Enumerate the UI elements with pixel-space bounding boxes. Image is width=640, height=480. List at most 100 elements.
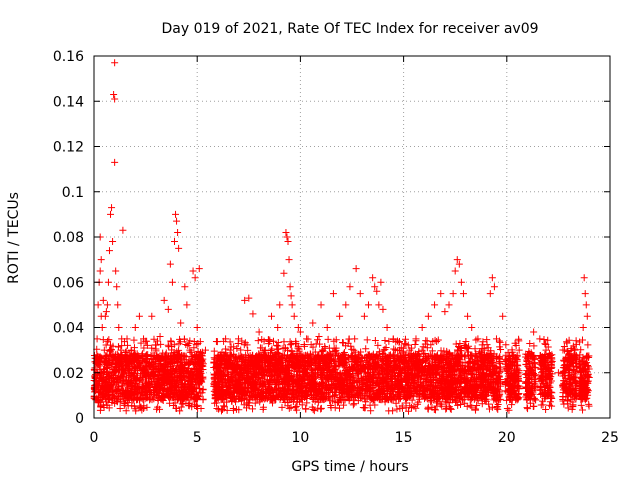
data-point — [415, 383, 423, 391]
data-point — [130, 336, 138, 344]
data-point — [163, 388, 171, 396]
data-point — [191, 400, 199, 408]
data-point — [441, 365, 449, 373]
data-point — [276, 352, 284, 360]
data-point — [241, 339, 249, 347]
data-point — [192, 388, 200, 396]
data-point — [237, 346, 245, 354]
data-point — [196, 338, 204, 346]
data-point — [168, 359, 176, 367]
data-point — [383, 362, 391, 370]
data-point — [276, 384, 284, 392]
data-point — [233, 366, 241, 374]
data-point — [336, 370, 344, 378]
data-point — [173, 357, 181, 365]
data-point — [348, 345, 356, 353]
data-point — [401, 385, 409, 393]
data-point — [404, 369, 412, 377]
data-point — [483, 391, 491, 399]
data-point — [287, 403, 295, 411]
data-point — [309, 406, 317, 414]
data-point — [166, 375, 174, 383]
data-point — [186, 374, 194, 382]
data-point — [347, 342, 355, 350]
data-point — [339, 361, 347, 369]
data-point — [194, 347, 202, 355]
data-point — [245, 396, 253, 404]
data-point — [421, 349, 429, 357]
data-point — [295, 381, 303, 389]
data-point — [170, 341, 178, 349]
data-point — [262, 356, 270, 364]
data-point — [398, 402, 406, 410]
data-point — [188, 381, 196, 389]
data-point — [136, 376, 144, 384]
data-point — [406, 402, 414, 410]
data-point — [242, 391, 250, 399]
data-point — [187, 358, 195, 366]
data-point — [340, 401, 348, 409]
data-point — [199, 385, 207, 393]
data-point — [300, 375, 308, 383]
data-point — [221, 378, 229, 386]
data-point — [97, 403, 105, 411]
data-point — [223, 387, 231, 395]
data-point — [293, 357, 301, 365]
data-point — [375, 348, 383, 356]
data-point — [305, 357, 313, 365]
data-point — [288, 373, 296, 381]
data-point — [92, 396, 100, 404]
data-point — [300, 341, 308, 349]
data-point — [179, 379, 187, 387]
data-point — [356, 352, 364, 360]
data-point — [102, 398, 110, 406]
data-point — [311, 366, 319, 374]
data-point — [212, 395, 220, 403]
data-point — [496, 338, 504, 346]
data-point — [197, 376, 205, 384]
data-point — [280, 338, 288, 346]
data-point — [124, 341, 132, 349]
data-point — [147, 377, 155, 385]
data-point — [127, 377, 135, 385]
data-point — [212, 337, 220, 345]
data-point — [251, 364, 259, 372]
data-point — [359, 361, 367, 369]
data-point — [107, 381, 115, 389]
data-point — [180, 391, 188, 399]
data-point — [103, 370, 111, 378]
data-point — [162, 349, 170, 357]
data-point — [174, 354, 182, 362]
data-point — [271, 368, 279, 376]
data-point — [128, 402, 136, 410]
data-point — [319, 378, 327, 386]
data-point — [361, 404, 369, 412]
data-point — [153, 352, 161, 360]
data-point — [192, 341, 200, 349]
data-point — [224, 383, 232, 391]
data-point — [363, 386, 371, 394]
data-point — [423, 344, 431, 352]
data-point — [228, 368, 236, 376]
data-point — [188, 368, 196, 376]
data-point — [321, 364, 329, 372]
data-point — [361, 390, 369, 398]
data-point — [369, 397, 377, 405]
data-point — [108, 398, 116, 406]
data-point — [210, 373, 218, 381]
data-point — [372, 393, 380, 401]
data-point — [430, 369, 438, 377]
data-point — [159, 372, 167, 380]
data-point — [273, 391, 281, 399]
data-point — [246, 368, 254, 376]
data-point — [222, 345, 230, 353]
data-point — [287, 371, 295, 379]
data-point — [478, 400, 486, 408]
data-point — [175, 377, 183, 385]
data-point — [177, 383, 185, 391]
data-point — [322, 382, 330, 390]
data-point — [102, 352, 110, 360]
data-point — [116, 377, 124, 385]
data-point — [490, 392, 498, 400]
data-point — [239, 373, 247, 381]
